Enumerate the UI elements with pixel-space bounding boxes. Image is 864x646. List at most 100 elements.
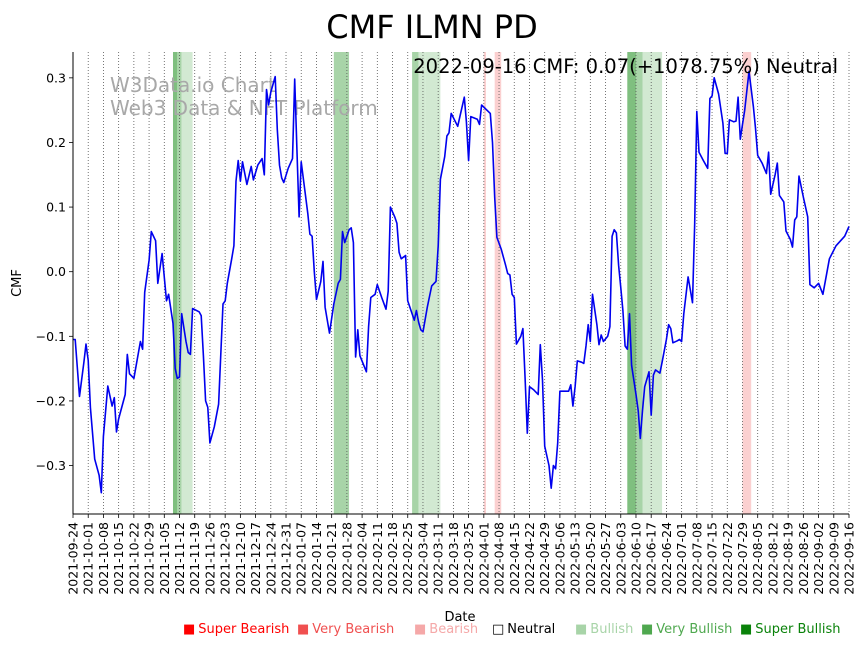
x-tick-label: 2022-05-20 [583,522,598,595]
x-axis-label: Date [444,610,475,625]
legend-label: Neutral [507,622,555,637]
legend-label: Very Bullish [656,622,732,637]
y-tick-label: −0.3 [36,458,66,473]
x-tick-label: 2022-02-11 [370,522,385,595]
cmf-series-line [73,70,850,494]
legend-item-bearish: ■ Bearish [414,622,478,637]
x-tick-label: 2022-08-12 [765,522,780,595]
x-tick-label: 2022-05-27 [598,522,613,595]
latest-value-annotation: 2022-09-16 CMF: 0.07(+1078.75%) Neutral [413,55,838,78]
x-tick-label: 2022-04-15 [507,522,522,595]
legend-marker: ■ [297,622,309,637]
x-tick-label: 2022-04-29 [537,522,552,595]
x-tick-label: 2021-11-12 [172,522,187,595]
x-tick-label: 2022-04-01 [476,522,491,595]
watermark-line-2: Web3 Data & NFT Platform [110,96,378,120]
signal-band-bullish [412,52,419,514]
x-tick-label: 2021-12-31 [279,522,294,595]
legend-item-super-bullish: ■ Super Bullish [740,622,841,637]
x-tick-label: 2022-04-22 [522,522,537,595]
x-tick-label: 2022-09-16 [842,522,857,595]
x-tick-label: 2022-04-08 [492,522,507,595]
legend-label: Bearish [429,622,478,637]
x-tick-label: 2022-06-24 [659,522,674,595]
signal-band-bullish [635,52,643,514]
x-tick-label: 2021-09-24 [66,522,81,595]
y-ticks: −0.3 −0.2 −0.1 0.0 0.1 0.2 0.3 [36,70,73,473]
x-tick-label: 2022-06-17 [644,522,659,595]
y-tick-label: 0.2 [46,135,66,150]
signal-band-light-bearish [494,52,502,514]
x-tick-label: 2022-09-02 [811,522,826,595]
legend-label: Bullish [590,622,633,637]
legend-marker: ■ [641,622,653,637]
legend-marker: ■ [740,622,752,637]
signal-band-light-bullish [642,52,663,514]
y-tick-label: 0.3 [46,70,66,85]
x-tick-label: 2021-12-10 [233,522,248,595]
y-tick-label: 0.1 [46,200,66,215]
signal-band-light-bearish [483,52,486,514]
legend-label: Very Bearish [312,622,394,637]
signal-band-light-bearish [742,52,752,514]
x-tick-label: 2022-02-25 [400,522,415,595]
x-tick-label: 2022-03-18 [446,522,461,595]
legend-label: Super Bearish [198,622,289,637]
x-tick-label: 2021-10-29 [142,522,157,595]
signal-band-light-bullish [425,52,441,514]
x-tick-label: 2022-05-13 [568,522,583,595]
x-tick-label: 2021-10-22 [126,522,141,595]
legend-label: Super Bullish [755,622,840,637]
x-tick-label: 2022-07-08 [689,522,704,595]
legend-marker: ■ [414,622,426,637]
y-axis-label: CMF [10,269,25,297]
x-tick-label: 2022-07-15 [705,522,720,595]
watermark: W3Data.io Chart Web3 Data & NFT Platform [110,73,378,120]
signal-band-very-bullish [172,52,178,514]
legend-marker: □ [492,622,504,637]
x-tick-label: 2021-12-24 [263,522,278,595]
x-tick-label: 2022-08-05 [750,522,765,595]
signal-bands [172,52,752,514]
x-tick-label: 2022-05-06 [552,522,567,595]
x-tick-label: 2021-12-03 [218,522,233,595]
x-tick-label: 2022-03-25 [461,522,476,595]
legend-item-neutral: □ Neutral [492,622,555,637]
x-tick-label: 2022-01-07 [294,522,309,595]
x-tick-label: 2022-08-26 [796,522,811,595]
legend-item-super-bearish: ■ Super Bearish [183,622,289,637]
x-tick-label: 2021-12-17 [248,522,263,595]
x-tick-label: 2022-01-21 [324,522,339,595]
y-tick-label: −0.2 [36,393,66,408]
y-tick-label: −0.1 [36,329,66,344]
y-tick-label: 0.0 [46,264,66,279]
x-tick-label: 2022-07-01 [674,522,689,595]
x-tick-label: 2022-07-29 [735,522,750,595]
legend-marker: ■ [183,622,195,637]
x-ticks: 2021-09-24 2021-10-01 2021-10-08 2021-10-15… [66,514,857,595]
x-tick-label: 2022-08-19 [781,522,796,595]
vertical-grid [72,52,850,514]
signal-band-light-bullish [181,52,193,514]
x-tick-label: 2022-02-18 [385,522,400,595]
signal-band-very-bullish [627,52,636,514]
x-tick-label: 2022-01-14 [309,522,324,595]
legend-marker: ■ [575,622,587,637]
x-tick-label: 2022-06-03 [613,522,628,595]
signal-band-light-bullish [418,52,426,514]
x-tick-label: 2022-03-04 [415,522,430,595]
x-tick-label: 2021-11-19 [187,522,202,595]
x-tick-label: 2021-11-05 [157,522,172,595]
x-tick-label: 2022-03-11 [431,522,446,595]
x-tick-label: 2022-09-09 [826,522,841,595]
legend-item-very-bearish: ■ Very Bearish [297,622,394,637]
legend-item-very-bullish: ■ Very Bullish [641,622,732,637]
legend: ■ Super Bearish ■ Very Bearish ■ Bearish □ Neut… [183,622,841,637]
x-tick-label: 2022-07-22 [720,522,735,595]
x-tick-label: 2021-11-26 [202,522,217,595]
x-tick-label: 2022-01-28 [339,522,354,595]
x-tick-label: 2021-10-08 [96,522,111,595]
legend-item-bullish: ■ Bullish [575,622,633,637]
axes [72,52,849,515]
